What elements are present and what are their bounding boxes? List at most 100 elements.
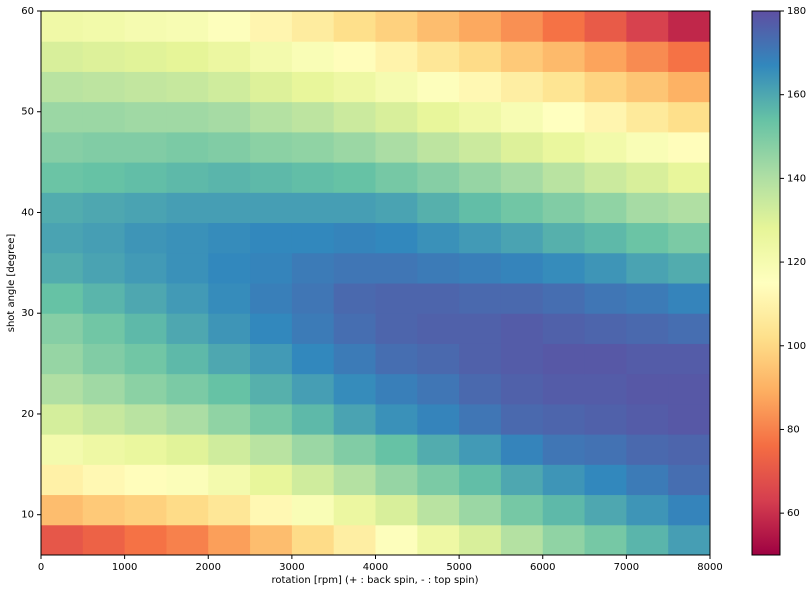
heatmap-cell [250, 403, 293, 435]
heatmap-cell [124, 252, 167, 284]
heatmap-cell [333, 373, 376, 405]
heatmap-cell [41, 494, 84, 526]
heatmap-cell [333, 11, 376, 42]
heatmap-cell [333, 71, 376, 103]
heatmap-cell [124, 71, 167, 103]
heatmap-cell [626, 41, 669, 72]
heatmap-cell [542, 11, 586, 42]
heatmap-cell [124, 494, 167, 526]
heatmap-cell [417, 11, 460, 42]
heatmap-cell [208, 524, 251, 556]
heatmap-cell [375, 494, 418, 526]
heatmap-cell [333, 343, 376, 375]
x-tick-label: 1000 [112, 562, 137, 573]
heatmap-cell [291, 494, 335, 526]
x-tick-label: 0 [38, 562, 44, 573]
heatmap-cell [41, 192, 84, 224]
heatmap-cell [375, 162, 418, 193]
y-tick-label: 10 [21, 510, 34, 521]
heatmap-cell [668, 252, 711, 284]
heatmap-cell [626, 524, 669, 556]
heatmap-cell [124, 524, 167, 556]
heatmap-cell [459, 252, 502, 284]
heatmap-cell [250, 343, 293, 375]
heatmap-cell [208, 192, 251, 224]
heatmap-cell [82, 131, 126, 163]
heatmap-cell [417, 71, 460, 103]
heatmap-cell [500, 283, 544, 314]
heatmap-cell [542, 101, 586, 133]
heatmap-cell [375, 252, 418, 284]
heatmap-cell [124, 343, 167, 375]
heatmap-cell [333, 494, 376, 526]
heatmap-cell [375, 434, 418, 465]
heatmap-cell [500, 11, 544, 42]
colorbar-tick-label: 140 [787, 173, 806, 184]
heatmap-cell [584, 131, 627, 163]
x-axis-label: rotation [rpm] (+ : back spin, - : top s… [271, 575, 478, 586]
x-tick-label: 7000 [614, 562, 639, 573]
heatmap-cell [124, 464, 167, 496]
heatmap-cell [166, 252, 209, 284]
heatmap-cell [542, 313, 586, 344]
heatmap-cell [82, 41, 126, 72]
heatmap-cell [375, 524, 418, 556]
heatmap-cell [584, 71, 627, 103]
heatmap-cell [41, 131, 84, 163]
heatmap-cell [500, 131, 544, 163]
heatmap-cell [668, 403, 711, 435]
heatmap-cell [542, 252, 586, 284]
colorbar-tick-label: 60 [787, 508, 800, 519]
heatmap-cell [668, 373, 711, 405]
heatmap-cell [250, 71, 293, 103]
heatmap-cell [166, 343, 209, 375]
heatmap-cell [500, 162, 544, 193]
y-tick-label: 40 [21, 207, 34, 218]
heatmap-cell [208, 373, 251, 405]
heatmap-cell [291, 192, 335, 224]
heatmap-cell [291, 524, 335, 556]
heatmap-cell [82, 403, 126, 435]
heatmap-cell [333, 434, 376, 465]
heatmap-cell [124, 283, 167, 314]
heatmap-cell [82, 434, 126, 465]
heatmap-cell [626, 131, 669, 163]
heatmap-cell [82, 11, 126, 42]
heatmap-cell [41, 11, 84, 42]
heatmap-cell [500, 494, 544, 526]
heatmap-cell [459, 524, 502, 556]
heatmap-cell [41, 252, 84, 284]
heatmap-cell [41, 373, 84, 405]
heatmap-cell [417, 403, 460, 435]
heatmap-cell [500, 41, 544, 72]
heatmap-cell [291, 131, 335, 163]
heatmap-cell [668, 283, 711, 314]
heatmap-cell [166, 403, 209, 435]
heatmap-cell [584, 403, 627, 435]
heatmap-cell [417, 101, 460, 133]
heatmap-cell [82, 101, 126, 133]
heatmap-cell [41, 403, 84, 435]
heatmap-cell [626, 434, 669, 465]
y-axis-label: shot angle [degree] [6, 234, 17, 333]
heatmap-cell [333, 101, 376, 133]
heatmap-cell [459, 403, 502, 435]
heatmap-cell [542, 434, 586, 465]
heatmap-cell [124, 403, 167, 435]
heatmap-cell [459, 222, 502, 254]
heatmap-cell [417, 434, 460, 465]
heatmap-cell [250, 192, 293, 224]
heatmap-cell [333, 131, 376, 163]
heatmap-cell [124, 41, 167, 72]
heatmap-cell [500, 252, 544, 284]
y-tick-label: 30 [21, 308, 34, 319]
heatmap-cell [500, 222, 544, 254]
heatmap-cell [41, 343, 84, 375]
heatmap-cell [668, 494, 711, 526]
heatmap-cell [459, 101, 502, 133]
heatmap-cell [250, 222, 293, 254]
heatmap-cell [375, 283, 418, 314]
heatmap-cell [626, 222, 669, 254]
heatmap-cell [82, 343, 126, 375]
